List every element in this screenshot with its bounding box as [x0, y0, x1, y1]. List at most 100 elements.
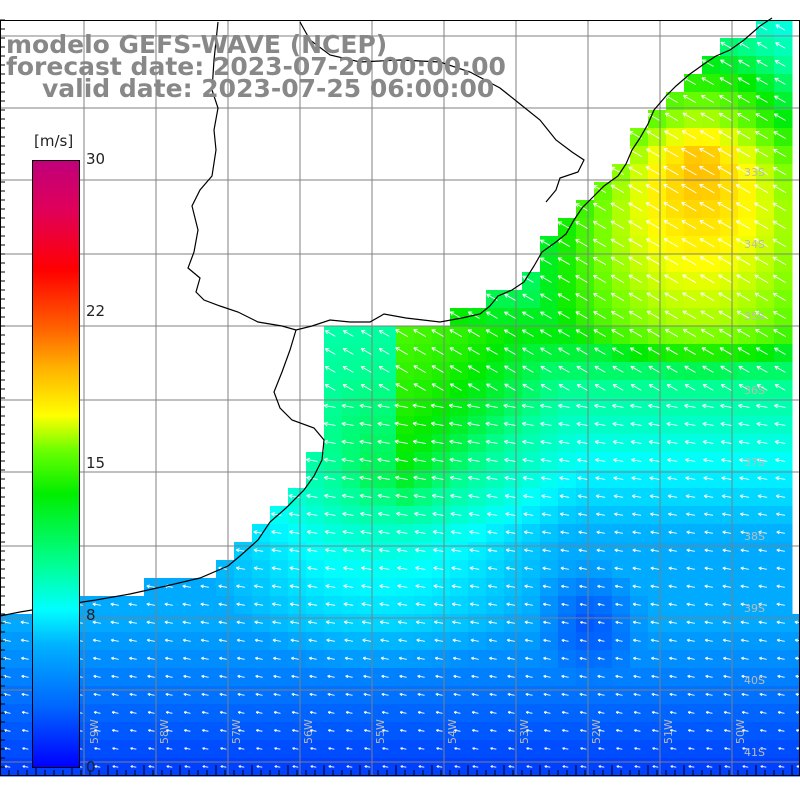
wind-arrow-head [631, 495, 636, 499]
wind-arrow-head [273, 674, 277, 677]
wind-arrow [741, 711, 749, 714]
wind-arrow [361, 330, 372, 337]
wind-arrow [776, 531, 785, 534]
wind-arrow-head [647, 347, 651, 352]
wind-arrow [719, 328, 733, 338]
wind-arrow [381, 675, 389, 678]
wind-arrow-head [379, 602, 384, 605]
wind-arrow-head [450, 513, 455, 517]
wind-arrow [575, 203, 589, 211]
wind-arrow-head [754, 202, 758, 207]
wind-arrow-head [394, 422, 399, 427]
wind-arrow-head [664, 292, 668, 297]
wind-arrow-head [665, 347, 669, 352]
wind-arrow-head [451, 584, 456, 587]
wind-arrow [255, 657, 263, 660]
wind-arrow-head [306, 493, 311, 496]
wind-arrow [418, 747, 425, 750]
wind-arrow-head [628, 220, 631, 225]
wind-arrow-head [777, 692, 781, 695]
wind-arrow-head [576, 441, 581, 445]
wind-arrow [345, 711, 353, 714]
wind-arrow-head [219, 674, 223, 677]
wind-arrow-head [413, 383, 417, 388]
wind-arrow [699, 202, 715, 212]
wind-arrow [522, 365, 534, 373]
wind-arrow-head [487, 531, 491, 535]
wind-arrow-head [377, 457, 382, 460]
wind-arrow [451, 531, 462, 534]
wind-arrow-head [703, 495, 708, 499]
wind-arrow [540, 311, 552, 319]
wind-arrow-head [773, 149, 776, 154]
wind-arrow [650, 567, 659, 570]
wind-arrow-head [200, 620, 204, 623]
wind-arrow-head [615, 602, 619, 605]
wind-arrow-head [165, 710, 169, 713]
wind-arrow [664, 130, 679, 140]
wind-arrow-head [399, 674, 403, 677]
wind-arrow-head [2, 620, 6, 623]
wind-arrow-head [722, 513, 726, 517]
wind-arrow-head [557, 311, 561, 316]
wind-arrow-head [579, 692, 583, 695]
wind-arrow [413, 347, 426, 355]
wind-arrow-head [323, 439, 328, 442]
wind-arrow [557, 257, 570, 265]
wind-arrow [432, 531, 444, 534]
wind-arrow-head [560, 530, 564, 533]
wind-arrow [741, 693, 749, 696]
wind-arrow [757, 477, 768, 480]
wind-arrow [665, 328, 679, 338]
wind-arrow-head [540, 347, 544, 352]
wind-arrow [681, 202, 697, 212]
wind-arrow-head [22, 765, 25, 767]
wind-arrow-head [758, 566, 762, 569]
wind-arrow-head [360, 511, 365, 514]
wind-arrow-head [417, 674, 421, 677]
wind-arrow [666, 365, 678, 373]
wind-arrow [755, 113, 768, 121]
wind-arrow [628, 256, 643, 266]
wind-arrow-head [146, 602, 150, 605]
wind-arrow-head [630, 366, 634, 370]
wind-arrow [236, 549, 246, 552]
wind-arrow [722, 621, 731, 624]
wind-arrow-head [540, 384, 544, 389]
wind-arrow-head [364, 728, 367, 731]
wind-arrow [273, 693, 281, 696]
wind-arrow [359, 404, 372, 408]
wind-arrow-head [449, 383, 453, 388]
wind-arrow-head [503, 347, 507, 352]
wind-arrow [431, 476, 444, 480]
wind-arrow-head [377, 458, 382, 463]
wind-arrow-head [668, 513, 672, 517]
longitude-label: 51W [662, 719, 675, 744]
wind-arrow-head [394, 403, 399, 406]
wind-arrow [720, 59, 732, 67]
wind-arrow [395, 494, 408, 498]
wind-arrow-head [754, 256, 758, 261]
wind-arrow [687, 675, 695, 678]
wind-arrow [237, 657, 245, 660]
wind-arrow-head [650, 566, 654, 569]
wind-arrow [490, 729, 497, 732]
wind-arrow-head [92, 602, 96, 605]
wind-arrow-head [645, 238, 649, 243]
wind-arrow-head [506, 584, 510, 587]
wind-arrow [183, 711, 191, 714]
wind-arrow-head [361, 602, 366, 605]
wind-arrow-head [612, 439, 617, 443]
wind-arrow [363, 693, 371, 696]
wind-arrow [740, 585, 749, 588]
wind-arrow [522, 477, 534, 480]
wind-arrow [399, 693, 407, 696]
wind-arrow [722, 585, 731, 588]
wind-arrow-head [503, 329, 507, 334]
wind-arrow-head [416, 656, 421, 659]
wind-arrow [272, 639, 281, 642]
wind-arrow-head [632, 584, 636, 587]
wind-arrow [202, 747, 209, 750]
wind-arrow [256, 729, 263, 732]
wind-arrow-head [630, 439, 635, 443]
